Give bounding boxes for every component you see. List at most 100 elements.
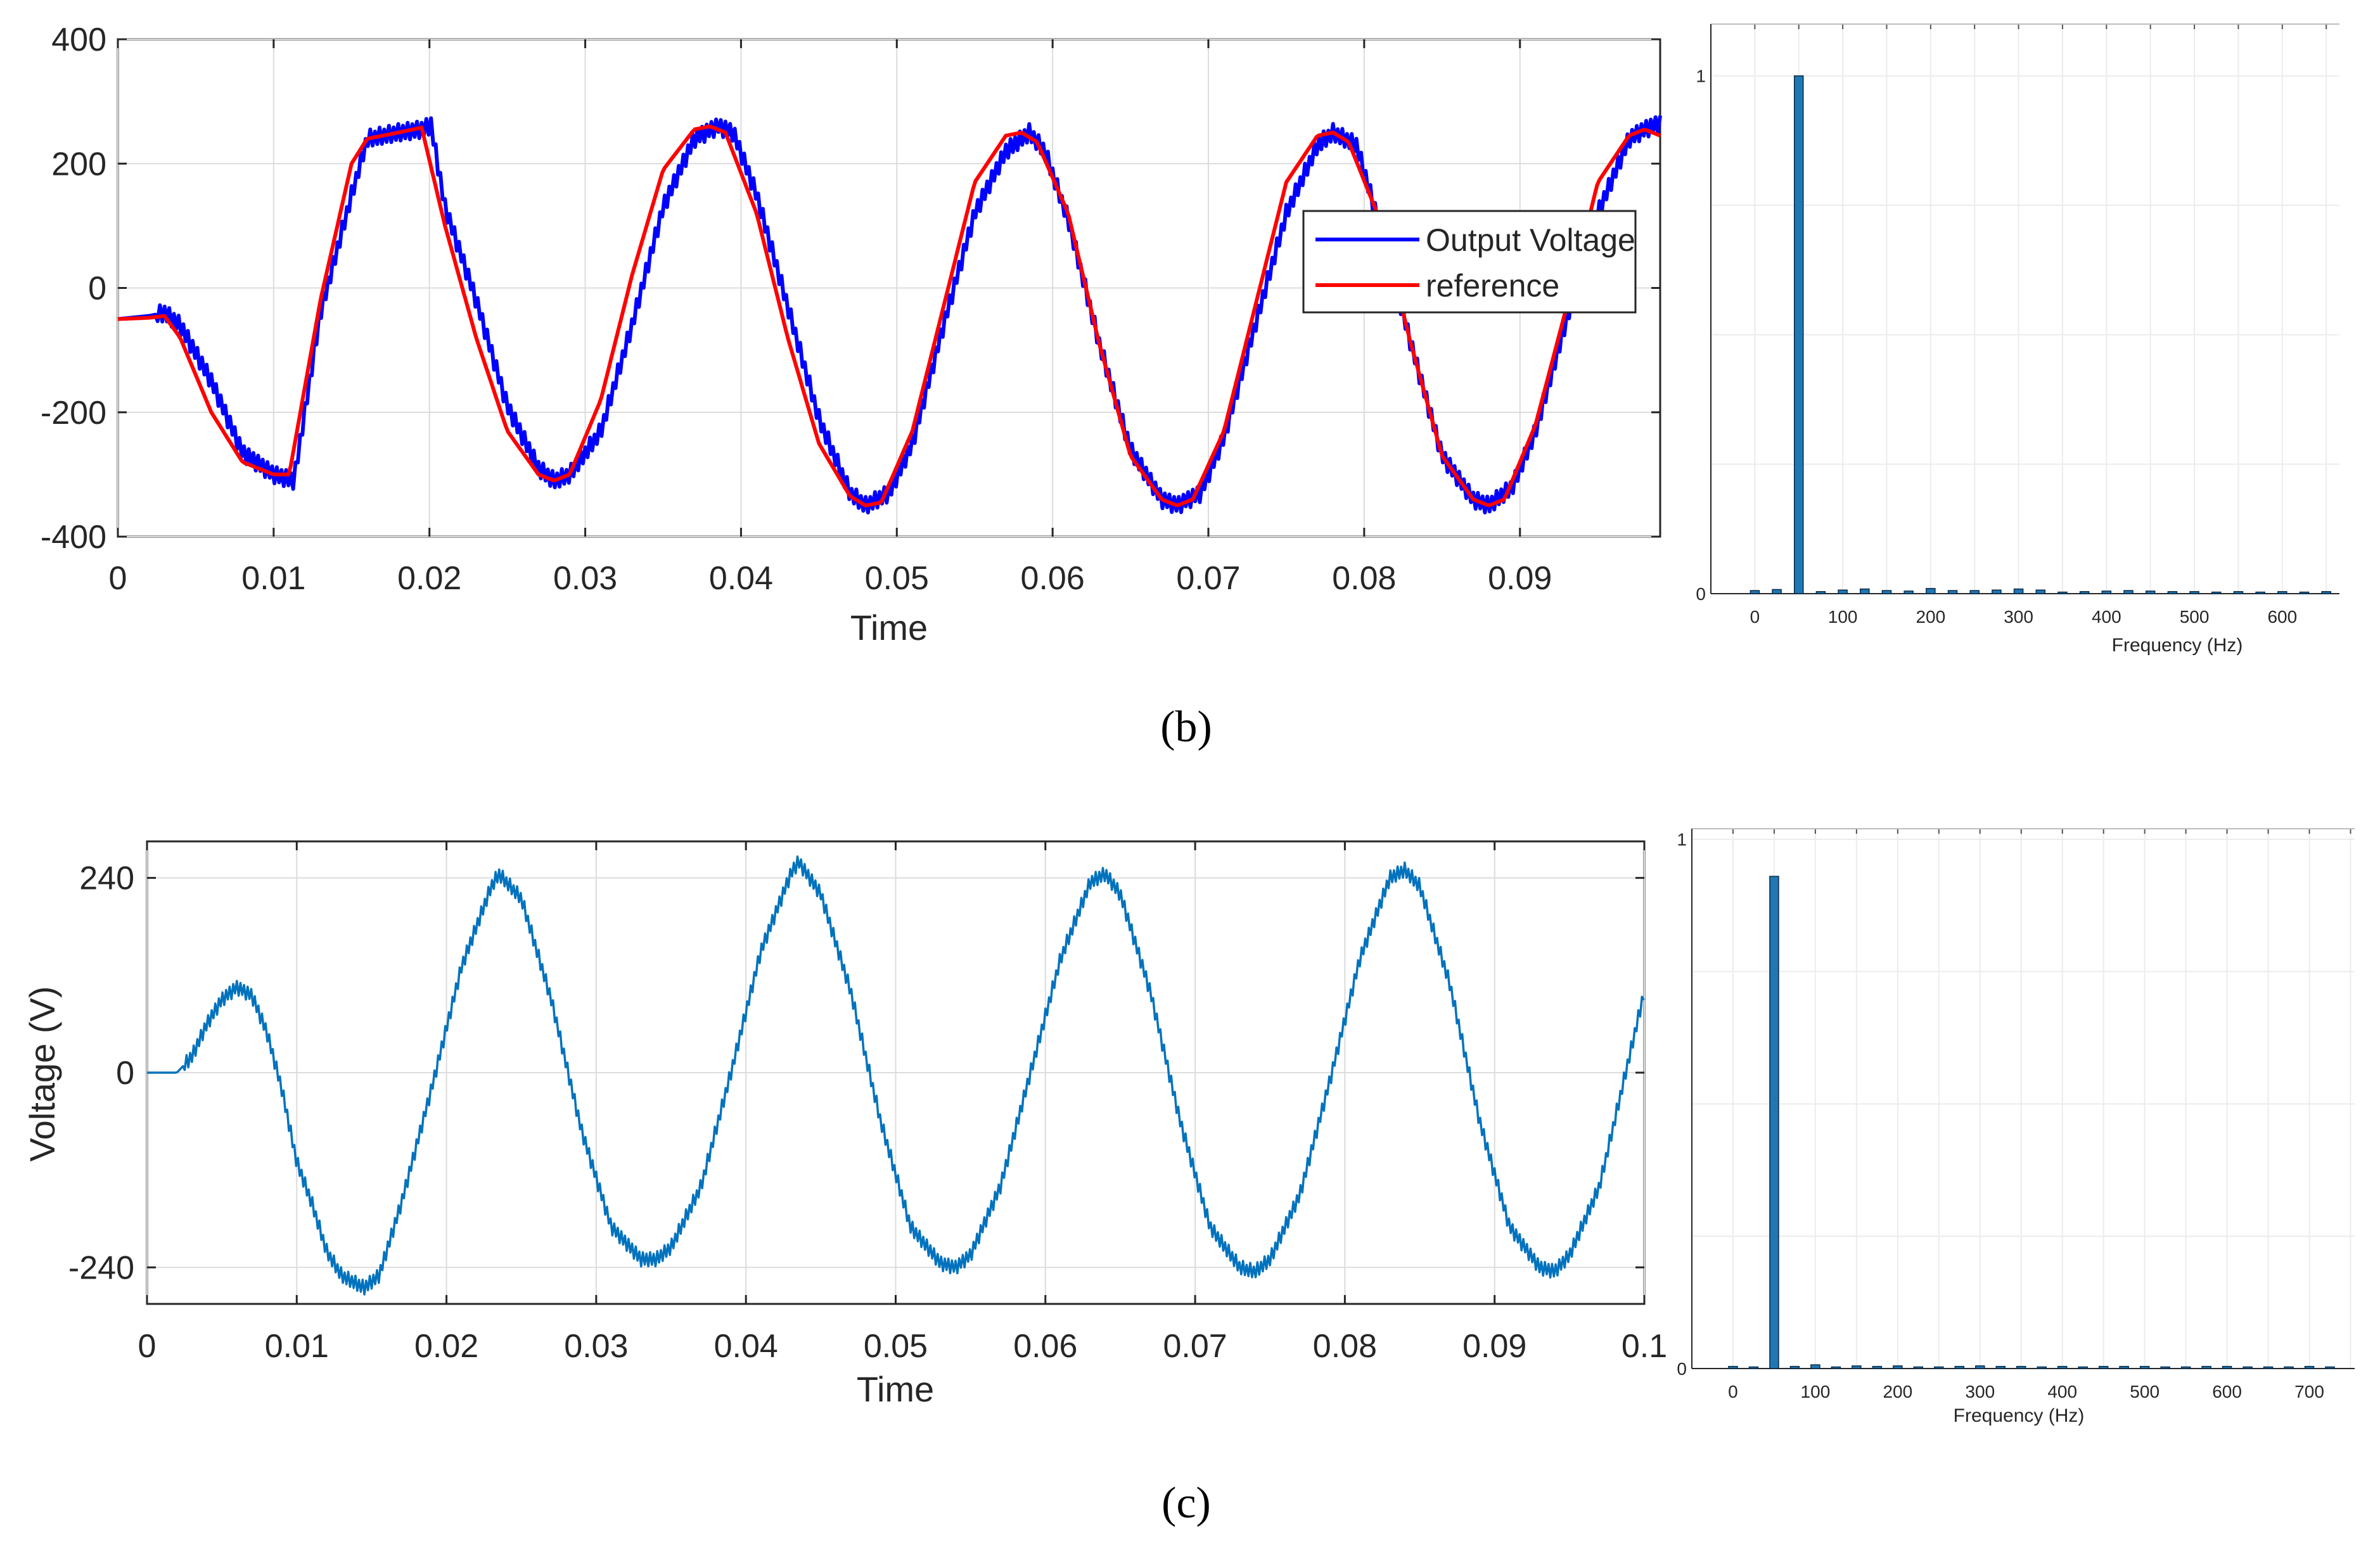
x-tick-label: 500 xyxy=(2180,607,2210,627)
spectrum-bar xyxy=(2299,591,2310,594)
x-tick-label: 0.02 xyxy=(414,1328,478,1365)
x-tick-label: 0.03 xyxy=(553,560,617,597)
y-tick-labels: 240 0 -240 xyxy=(68,860,134,1287)
legend-label-reference: reference xyxy=(1426,268,1559,303)
y-tick-label: 0 xyxy=(1696,584,1706,604)
x-tick-label: 400 xyxy=(2092,607,2121,627)
x-tick-label: 200 xyxy=(1883,1382,1912,1401)
y-tick-label: 1 xyxy=(1677,830,1687,850)
spectrum-bar xyxy=(1913,1366,1924,1369)
x-tick-label: 0 xyxy=(138,1328,157,1365)
spectrum-bar xyxy=(2304,1365,2315,1369)
spectrum-bar xyxy=(1789,1365,1800,1369)
caption-c: (c) xyxy=(1161,1479,1211,1528)
x-tick-label: 0.09 xyxy=(1488,560,1552,597)
spectrum-bar xyxy=(1860,588,1870,594)
spectrum-bar xyxy=(2139,1365,2150,1369)
y-tick-label: 0 xyxy=(116,1055,134,1092)
spectrum-bar xyxy=(2123,590,2134,594)
spectrum-bar xyxy=(1926,588,1936,594)
x-tick-label: 0.04 xyxy=(714,1328,778,1365)
spectrum-bar xyxy=(1969,590,1980,594)
x-axis-label: Frequency (Hz) xyxy=(1954,1405,2085,1426)
grid-lines xyxy=(1711,23,2339,594)
x-tick-label: 300 xyxy=(1965,1382,1995,1401)
tick-marks xyxy=(117,38,1660,538)
spectrum-bar xyxy=(2078,1366,2088,1369)
spectrum-bar xyxy=(2325,1366,2335,1369)
spectrum-bar xyxy=(1748,1366,1759,1369)
y-tick-label: -400 xyxy=(41,519,106,556)
spectrum-bar xyxy=(2037,1366,2047,1369)
legend-label-output-voltage: Output Voltage xyxy=(1426,222,1635,258)
spectrum-bar xyxy=(2167,590,2178,594)
spectrum-bar xyxy=(2145,590,2156,594)
bars xyxy=(1728,876,2335,1369)
spectrum-bar xyxy=(2222,1365,2232,1369)
spectrum-bar xyxy=(1903,590,1914,594)
x-axis-label: Time xyxy=(850,608,928,648)
spectrum-bar xyxy=(2233,590,2244,594)
spectrum-bar xyxy=(2242,1366,2253,1369)
x-tick-label: 0.04 xyxy=(709,560,773,597)
spectrum-bar xyxy=(1872,1365,1883,1369)
spectrum-bar xyxy=(2035,589,2046,594)
voltage-line xyxy=(147,855,1645,1296)
panel-c-spectrum: 0 100 200 300 400 500 600 700 0 1 Freque… xyxy=(1677,828,2355,1426)
x-tick-label: 0.05 xyxy=(864,1328,928,1365)
x-tick-label: 600 xyxy=(2267,607,2297,627)
spectrum-bar xyxy=(2277,590,2287,594)
x-tick-label: 0.01 xyxy=(241,560,305,597)
spectrum-bar xyxy=(1934,1366,1944,1369)
spectrum-bar xyxy=(2016,1365,2026,1369)
x-tick-label: 0.06 xyxy=(1021,560,1085,597)
x-tick-labels: 0 0.01 0.02 0.03 0.04 0.05 0.06 0.07 0.0… xyxy=(109,560,1552,597)
spectrum-bar xyxy=(2180,1366,2191,1369)
y-tick-label: -200 xyxy=(41,395,106,431)
spectrum-bar xyxy=(2160,1366,2170,1369)
spectrum-bar xyxy=(2211,591,2222,594)
x-tick-label: 200 xyxy=(1916,607,1945,627)
x-tick-label: 100 xyxy=(1828,607,1858,627)
spectrum-bar xyxy=(2119,1365,2129,1369)
panel-b-voltage-plot: 0 0.01 0.02 0.03 0.04 0.05 0.06 0.07 0.0… xyxy=(41,22,1662,648)
spectrum-bar xyxy=(2189,590,2199,594)
y-tick-labels: 0 1 xyxy=(1696,67,1706,604)
spectrum-bar xyxy=(1750,590,1760,594)
x-axis-label: Time xyxy=(857,1369,934,1409)
spectrum-bar xyxy=(2255,591,2265,594)
x-tick-label: 0.1 xyxy=(1622,1328,1667,1365)
x-tick-label: 0 xyxy=(1750,607,1760,627)
spectrum-bar xyxy=(1852,1365,1862,1369)
x-tick-label: 0.06 xyxy=(1013,1328,1077,1365)
x-tick-label: 0.08 xyxy=(1313,1328,1377,1365)
grid-lines xyxy=(1692,828,2355,1369)
y-tick-label: 0 xyxy=(1677,1359,1687,1379)
spectrum-bar xyxy=(1995,1365,2006,1369)
spectrum-bar xyxy=(1975,1365,1985,1369)
x-tick-label: 700 xyxy=(2294,1382,2324,1401)
spectrum-bar xyxy=(1838,589,1848,594)
spectrum-bar xyxy=(2098,1365,2109,1369)
y-tick-label: 200 xyxy=(51,146,106,182)
x-tick-label: 0.09 xyxy=(1462,1328,1526,1365)
y-tick-label: 400 xyxy=(51,22,106,58)
x-tick-label: 400 xyxy=(2047,1382,2077,1401)
spectrum-bar xyxy=(2101,590,2112,594)
y-tick-labels: 0 1 xyxy=(1677,830,1687,1379)
spectrum-bar xyxy=(2079,590,2090,594)
y-axis-label: Voltage (V) xyxy=(22,986,62,1161)
spectrum-bar xyxy=(2013,588,2024,594)
x-tick-label: 300 xyxy=(2004,607,2033,627)
x-tick-label: 0.05 xyxy=(865,560,929,597)
x-tick-label: 0.01 xyxy=(265,1328,329,1365)
x-tick-label: 0.07 xyxy=(1163,1328,1227,1365)
spectrum-bar xyxy=(1815,590,1826,594)
spectrum-bar xyxy=(1881,590,1892,594)
y-tick-label: -240 xyxy=(68,1249,134,1286)
x-tick-label: 100 xyxy=(1801,1382,1831,1401)
spectrum-bar xyxy=(1728,1365,1738,1369)
y-tick-label: 240 xyxy=(79,860,134,897)
y-tick-label: 1 xyxy=(1696,67,1706,86)
